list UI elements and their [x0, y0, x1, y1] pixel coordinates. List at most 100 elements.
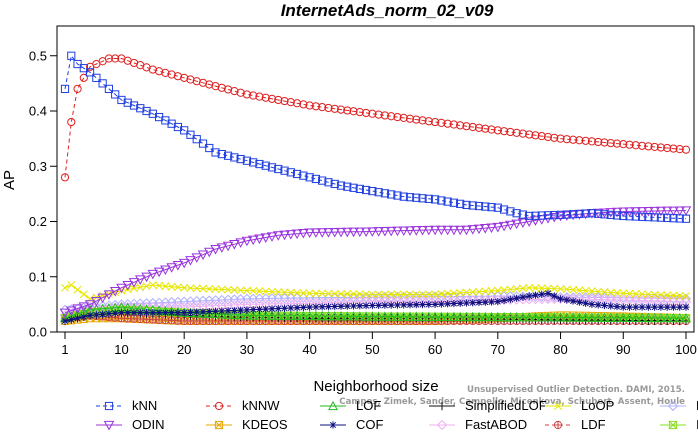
data-point [569, 285, 578, 294]
data-point [462, 122, 471, 131]
data-point [674, 312, 685, 323]
legend-label: kNN [132, 398, 157, 413]
data-point [675, 291, 684, 300]
data-point [562, 135, 571, 144]
data-point [525, 130, 534, 139]
data-point [437, 290, 446, 298]
data-point [531, 131, 540, 140]
data-point [329, 311, 340, 321]
data-point [180, 283, 189, 292]
legend-label: kNNW [242, 398, 280, 413]
data-point [443, 289, 452, 298]
data-point [130, 284, 138, 293]
data-point [506, 127, 515, 137]
data-point [430, 195, 440, 204]
data-point [418, 290, 427, 299]
legend-label: INFLO [696, 417, 698, 432]
series-layer [59, 51, 692, 326]
data-point [423, 311, 434, 321]
data-point [418, 194, 427, 203]
data-point [286, 98, 295, 107]
data-point [630, 312, 641, 322]
data-point [594, 301, 602, 309]
data-point [267, 94, 277, 103]
data-point [286, 168, 295, 177]
data-point [111, 90, 120, 99]
data-point [437, 196, 446, 205]
data-point [481, 124, 490, 133]
data-point [343, 290, 352, 298]
data-point [318, 303, 326, 311]
legend-label: LDOF [696, 398, 698, 413]
legend-marker [554, 402, 562, 410]
legend-marker [329, 421, 337, 429]
data-point [79, 64, 88, 73]
data-point [606, 288, 615, 297]
data-point [285, 230, 297, 240]
data-point [643, 207, 654, 217]
data-point [437, 118, 446, 127]
data-point [656, 143, 666, 152]
data-point [412, 115, 421, 124]
data-point [84, 300, 96, 310]
data-point [424, 290, 433, 299]
series-knn [60, 51, 691, 223]
data-point [412, 193, 421, 202]
data-point [469, 299, 477, 307]
x-tick-label: 100 [675, 342, 697, 357]
legend-entry-knnw: kNNW [206, 398, 280, 413]
data-point [60, 84, 70, 94]
data-point [456, 299, 464, 307]
legend-label: LDF [581, 417, 606, 432]
data-point [241, 310, 252, 320]
data-point [538, 290, 546, 298]
data-point [468, 201, 477, 210]
data-point [310, 228, 322, 238]
data-point [393, 290, 402, 299]
data-point [582, 299, 590, 307]
data-point [242, 90, 252, 99]
data-point [392, 311, 403, 321]
data-point [587, 287, 596, 296]
legend: kNN kNNW LOF SimplifiedLOF LoOP LDOF ODIN KDEOS… [96, 398, 698, 432]
data-point [512, 284, 521, 293]
data-point [600, 210, 609, 219]
data-point [217, 83, 226, 92]
data-point [512, 128, 521, 137]
data-point [575, 209, 584, 218]
data-point [255, 92, 264, 101]
data-point [505, 220, 516, 231]
plot-frame [56, 25, 695, 333]
data-point [173, 283, 182, 292]
data-point [348, 311, 359, 321]
data-point [392, 226, 403, 237]
data-point [367, 311, 378, 321]
data-point [600, 301, 609, 310]
series-line-fastabod [64, 298, 687, 316]
data-point [406, 290, 414, 299]
data-point [111, 309, 119, 317]
data-point [481, 287, 490, 296]
data-point [73, 314, 82, 322]
data-point [644, 142, 653, 151]
data-point [398, 226, 409, 237]
data-point [318, 103, 327, 112]
data-point [581, 136, 590, 145]
legend-label: KDEOS [242, 417, 288, 432]
x-tick-label: 30 [240, 342, 254, 357]
data-point [568, 312, 579, 322]
data-point [274, 304, 282, 313]
data-point [575, 298, 583, 306]
data-point [511, 219, 522, 230]
data-point [193, 308, 201, 316]
data-point [180, 73, 189, 82]
data-point [574, 312, 585, 322]
data-point [161, 282, 170, 291]
legend-marker [214, 401, 224, 411]
data-point [117, 309, 126, 317]
data-point [613, 302, 621, 311]
data-point [230, 87, 239, 96]
data-point [317, 310, 328, 321]
data-point [425, 300, 433, 309]
legend-marker [214, 420, 224, 430]
